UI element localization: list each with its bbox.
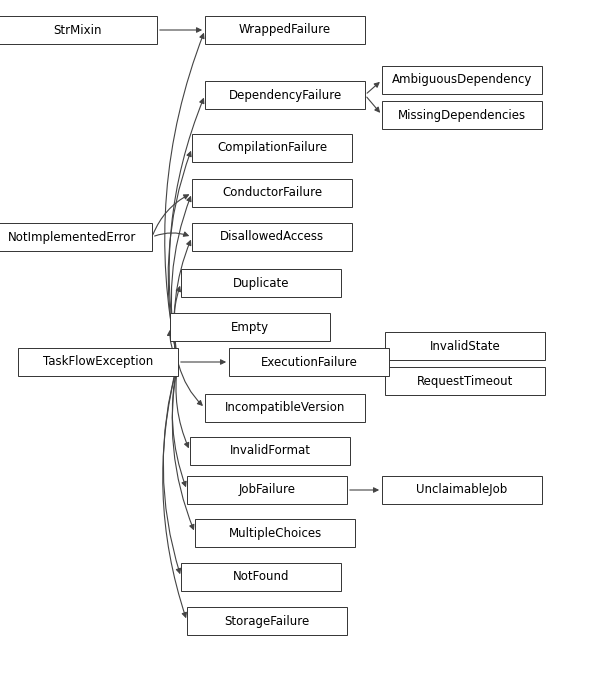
Text: IncompatibleVersion: IncompatibleVersion	[225, 401, 345, 414]
Text: TaskFlowException: TaskFlowException	[43, 355, 153, 368]
Text: NotImplementedError: NotImplementedError	[8, 230, 136, 244]
Text: ConductorFailure: ConductorFailure	[222, 186, 322, 200]
Text: CompilationFailure: CompilationFailure	[217, 141, 327, 154]
FancyBboxPatch shape	[192, 223, 352, 251]
FancyBboxPatch shape	[205, 16, 365, 44]
FancyBboxPatch shape	[382, 101, 542, 129]
Text: Empty: Empty	[231, 320, 269, 334]
FancyBboxPatch shape	[385, 332, 545, 360]
Text: MissingDependencies: MissingDependencies	[398, 108, 526, 121]
FancyBboxPatch shape	[187, 476, 347, 504]
FancyBboxPatch shape	[385, 367, 545, 395]
FancyBboxPatch shape	[205, 81, 365, 109]
Text: InvalidState: InvalidState	[430, 339, 500, 353]
Text: WrappedFailure: WrappedFailure	[239, 24, 331, 37]
Text: Duplicate: Duplicate	[233, 276, 290, 290]
Text: JobFailure: JobFailure	[238, 483, 296, 496]
FancyBboxPatch shape	[187, 607, 347, 635]
FancyBboxPatch shape	[382, 476, 542, 504]
FancyBboxPatch shape	[195, 519, 355, 547]
Text: MultipleChoices: MultipleChoices	[229, 527, 322, 540]
FancyBboxPatch shape	[205, 394, 365, 422]
Text: AmbiguousDependency: AmbiguousDependency	[392, 74, 532, 87]
FancyBboxPatch shape	[170, 313, 330, 341]
FancyBboxPatch shape	[229, 348, 389, 376]
FancyBboxPatch shape	[190, 437, 350, 465]
FancyBboxPatch shape	[18, 348, 178, 376]
Text: StorageFailure: StorageFailure	[224, 615, 310, 628]
FancyBboxPatch shape	[181, 563, 341, 591]
FancyBboxPatch shape	[382, 66, 542, 94]
FancyBboxPatch shape	[181, 269, 341, 297]
Text: UnclaimableJob: UnclaimableJob	[416, 483, 507, 496]
FancyBboxPatch shape	[0, 16, 157, 44]
Text: RequestTimeout: RequestTimeout	[417, 374, 513, 387]
FancyBboxPatch shape	[192, 179, 352, 207]
Text: DependencyFailure: DependencyFailure	[229, 89, 341, 102]
Text: NotFound: NotFound	[233, 571, 290, 584]
Text: StrMixin: StrMixin	[53, 24, 101, 37]
Text: DisallowedAccess: DisallowedAccess	[220, 230, 324, 244]
FancyBboxPatch shape	[192, 134, 352, 162]
Text: InvalidFormat: InvalidFormat	[229, 445, 310, 458]
Text: ExecutionFailure: ExecutionFailure	[260, 355, 358, 368]
FancyBboxPatch shape	[0, 223, 152, 251]
